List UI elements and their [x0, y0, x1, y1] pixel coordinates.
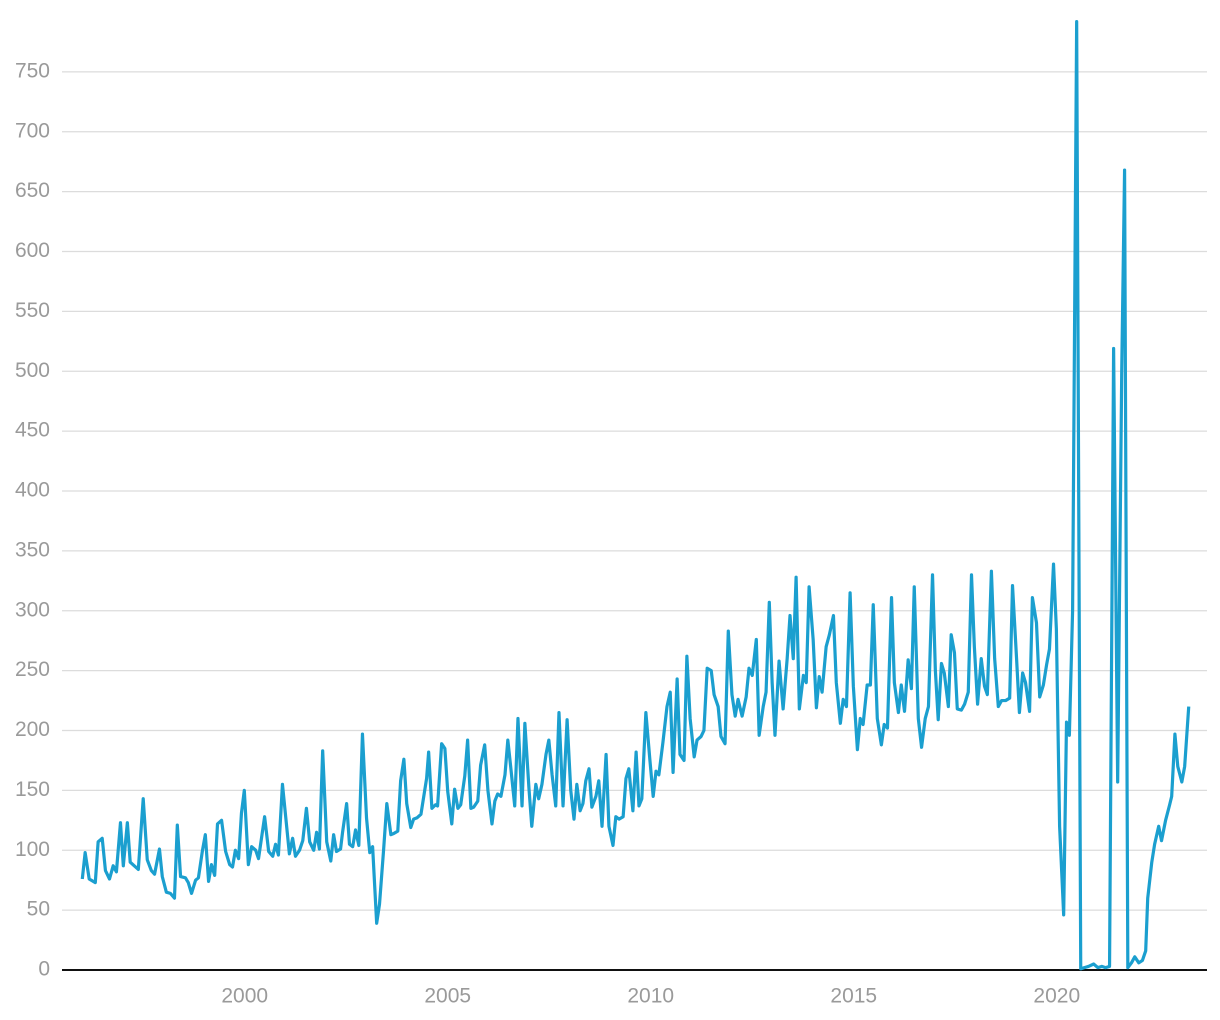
y-tick-label: 250: [15, 658, 50, 681]
x-tick-label: 2000: [221, 985, 268, 1008]
y-tick-label: 200: [15, 718, 50, 741]
y-tick-label: 300: [15, 598, 50, 621]
y-tick-label: 0: [38, 958, 50, 981]
y-tick-label: 700: [15, 119, 50, 142]
data-line: [80, 19, 1191, 971]
x-tick-label: 2010: [627, 985, 674, 1008]
x-tick-label: 2020: [1033, 985, 1080, 1008]
x-tick-label: 2015: [830, 985, 877, 1008]
y-tick-label: 650: [15, 179, 50, 202]
y-tick-label: 100: [15, 838, 50, 861]
y-tick-label: 150: [15, 778, 50, 801]
y-tick-label: 50: [27, 898, 50, 921]
y-tick-label: 600: [15, 239, 50, 262]
y-tick-label: 500: [15, 359, 50, 382]
y-tick-label: 400: [15, 479, 50, 502]
x-tick-label: 2005: [424, 985, 471, 1008]
y-tick-label: 550: [15, 299, 50, 322]
y-tick-label: 750: [15, 59, 50, 82]
y-tick-label: 450: [15, 419, 50, 442]
y-tick-label: 350: [15, 538, 50, 561]
